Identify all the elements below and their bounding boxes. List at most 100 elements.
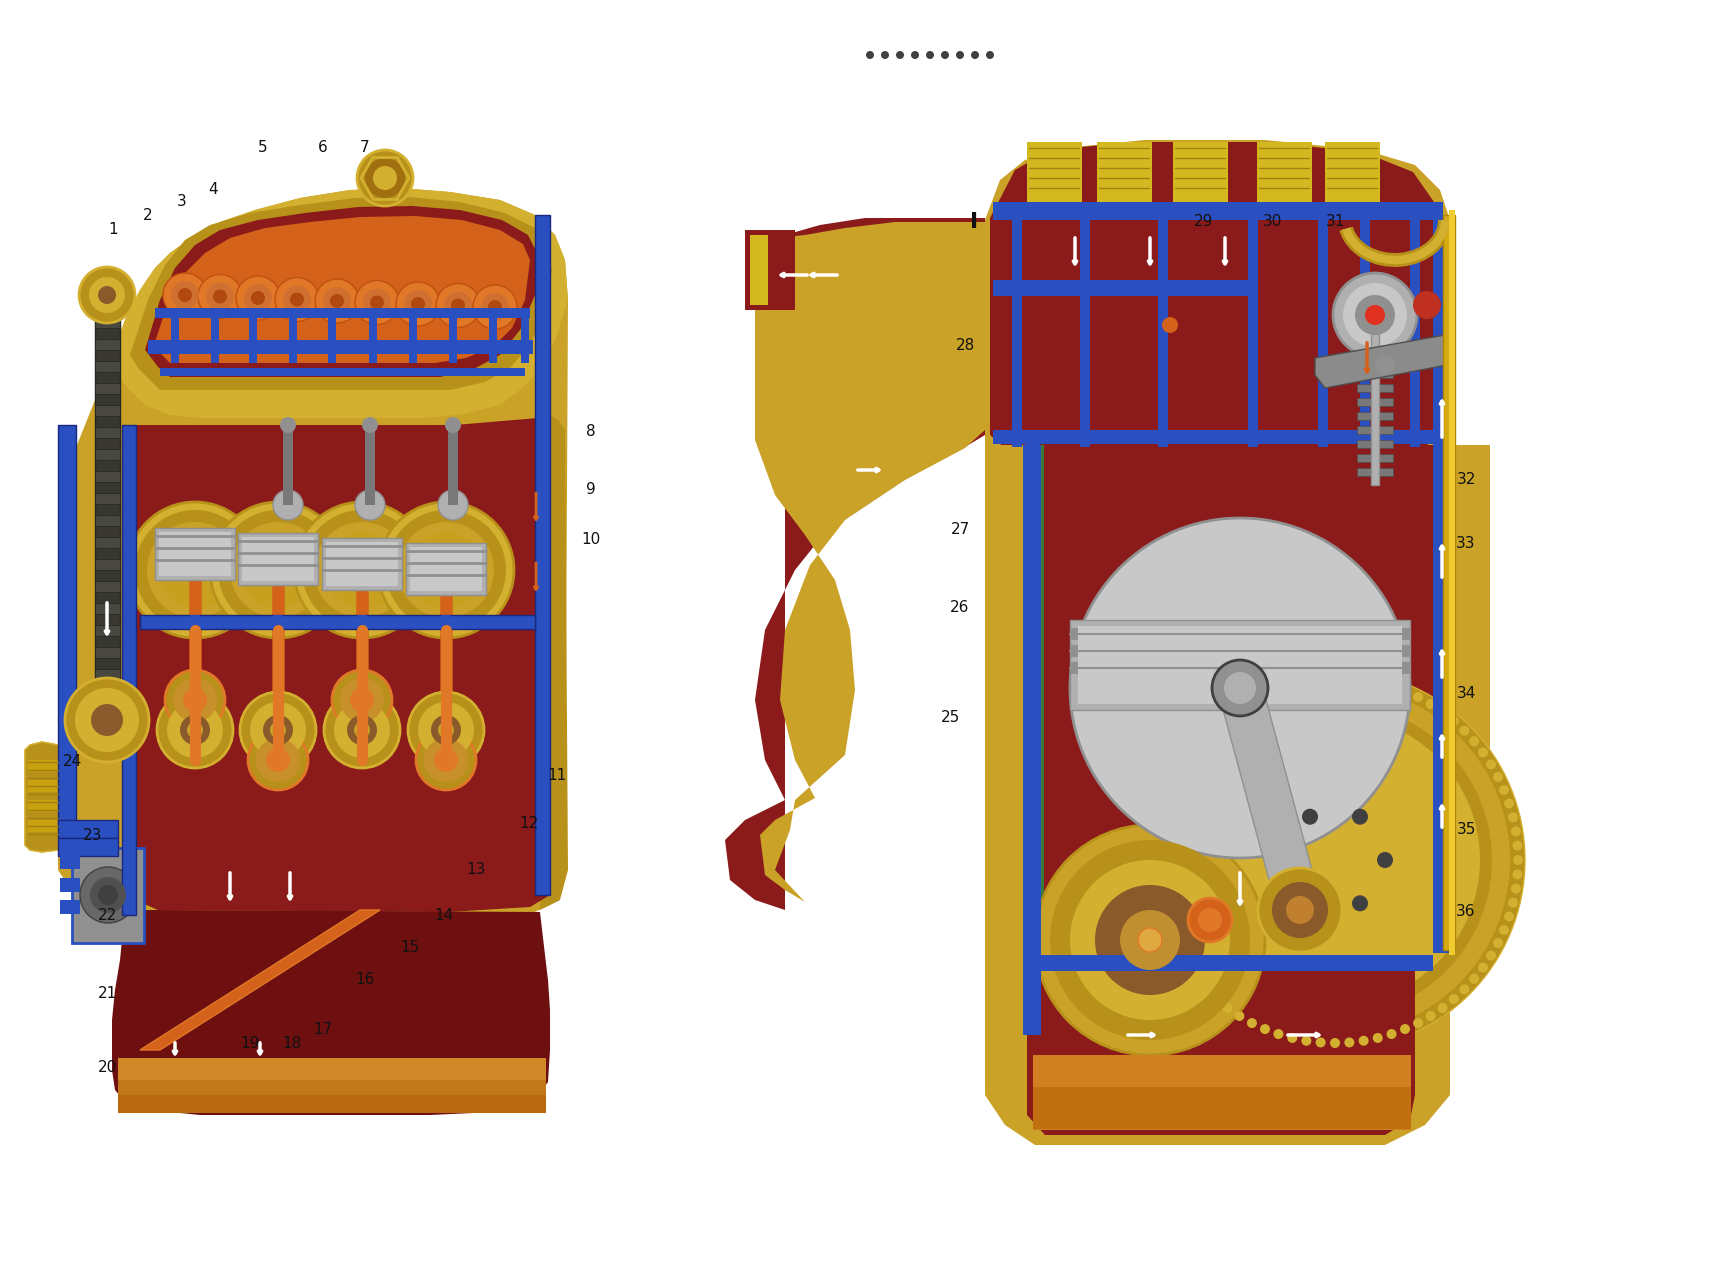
Circle shape [1345,673,1355,683]
Bar [95,295,121,307]
Text: 20: 20 [97,1061,117,1076]
Circle shape [1198,908,1222,932]
Circle shape [262,715,293,745]
Circle shape [1179,703,1491,1018]
Circle shape [488,300,502,314]
Circle shape [1120,909,1181,971]
Polygon shape [725,218,986,909]
Circle shape [880,51,889,59]
Bar [1032,1054,1410,1130]
Circle shape [1400,686,1410,696]
Circle shape [1174,950,1184,960]
Circle shape [230,522,326,618]
Bar [155,308,530,318]
Bar [442,614,450,735]
Circle shape [1189,715,1479,1005]
Circle shape [395,282,440,326]
Text: 35: 35 [1457,822,1476,837]
Circle shape [1224,672,1257,703]
Circle shape [1094,885,1205,995]
Text: 34: 34 [1457,686,1476,701]
Bar [283,430,293,505]
Circle shape [90,277,124,313]
Circle shape [1301,809,1319,824]
Bar [1370,305,1379,485]
Bar [1410,202,1420,446]
Circle shape [266,748,290,772]
Circle shape [186,722,204,738]
Polygon shape [145,206,539,377]
Bar [242,537,314,581]
Circle shape [1331,672,1339,682]
Bar [95,714,121,724]
Text: 10: 10 [582,533,601,547]
Bar [1257,142,1312,202]
Circle shape [1301,674,1312,684]
Circle shape [941,51,949,59]
Circle shape [1345,1038,1355,1047]
Bar [364,430,375,505]
Circle shape [1272,881,1327,937]
Circle shape [1386,681,1396,691]
Circle shape [316,279,359,323]
Polygon shape [110,188,568,418]
Bar [535,215,551,895]
Circle shape [362,289,392,317]
Bar [1357,468,1393,476]
Bar [140,614,535,628]
Circle shape [1201,725,1210,735]
Circle shape [1372,677,1383,687]
Circle shape [147,522,243,618]
Circle shape [1137,929,1162,951]
Text: 5: 5 [259,140,268,155]
Circle shape [162,273,207,317]
Circle shape [1288,1033,1298,1043]
Bar [1032,1088,1410,1130]
Circle shape [1386,1029,1396,1039]
Circle shape [283,285,311,313]
Circle shape [1182,963,1193,973]
Circle shape [1493,937,1503,948]
Circle shape [407,532,483,608]
Circle shape [1070,860,1231,1020]
Text: 1: 1 [109,223,117,238]
Circle shape [1174,759,1184,770]
Polygon shape [121,410,559,918]
Text: 28: 28 [956,337,975,352]
Bar [60,878,79,892]
Text: 8: 8 [587,425,595,440]
Circle shape [1414,692,1422,702]
Circle shape [1477,748,1488,757]
Circle shape [1274,1029,1284,1039]
Circle shape [1258,868,1343,951]
Circle shape [293,502,430,639]
Circle shape [330,294,343,308]
Bar [28,800,59,812]
Bar [1439,435,1455,965]
Bar [1070,661,1079,674]
Circle shape [324,692,400,768]
Circle shape [1512,841,1522,851]
Circle shape [1426,1011,1436,1021]
Circle shape [1509,813,1517,822]
Circle shape [986,51,994,59]
Circle shape [135,510,255,630]
Circle shape [1260,1024,1270,1034]
Bar [1357,412,1393,420]
Bar [1025,435,1041,965]
Bar [326,542,399,586]
Text: 25: 25 [941,711,960,725]
Bar [1041,445,1439,935]
Circle shape [356,490,385,520]
Circle shape [74,688,140,752]
Bar [1098,142,1151,202]
Circle shape [1049,840,1250,1040]
Text: 27: 27 [951,523,970,538]
Circle shape [1460,985,1469,995]
Circle shape [347,715,376,745]
Circle shape [1286,895,1313,923]
Circle shape [79,868,136,923]
Bar [323,538,402,590]
Polygon shape [140,909,380,1049]
Text: 36: 36 [1457,904,1476,920]
